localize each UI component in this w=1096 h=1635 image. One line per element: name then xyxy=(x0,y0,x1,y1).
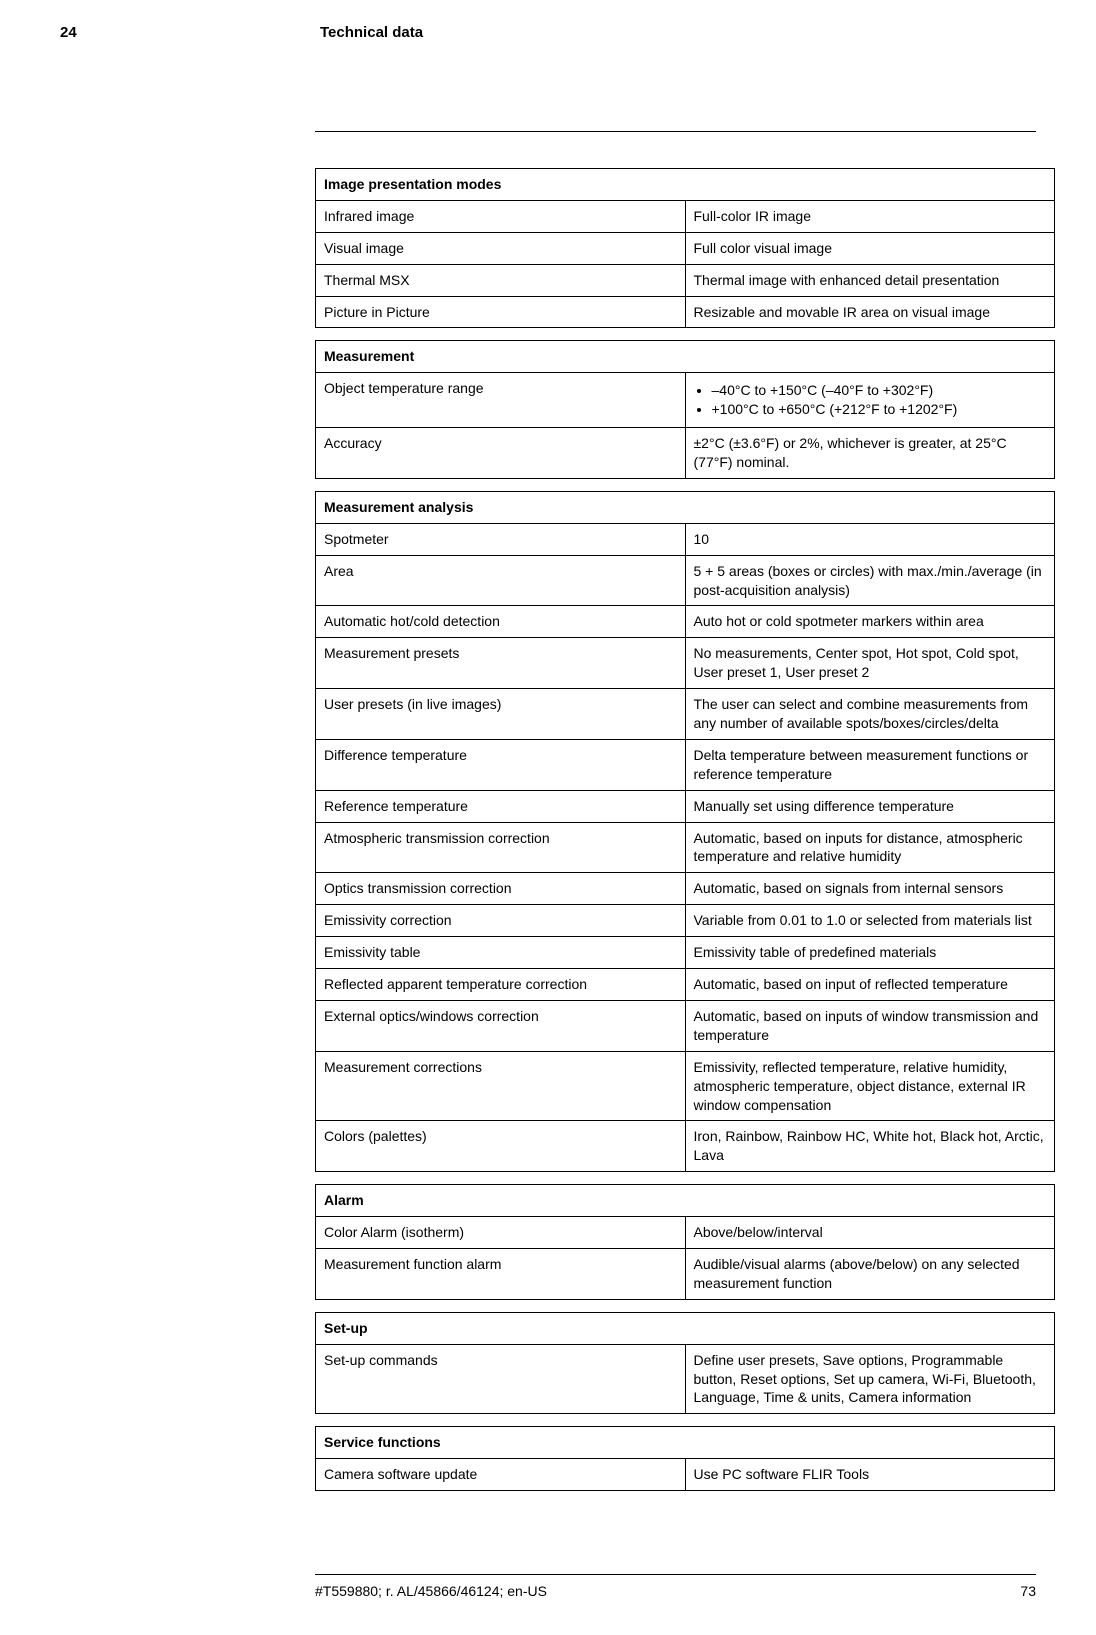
table-heading: Measurement xyxy=(316,341,1055,373)
spec-value: Above/below/interval xyxy=(685,1217,1055,1249)
spec-label: User presets (in live images) xyxy=(316,689,686,740)
spec-value: 5 + 5 areas (boxes or circles) with max.… xyxy=(685,555,1055,606)
spec-value: Full-color IR image xyxy=(685,200,1055,232)
spec-value: Resizable and movable IR area on visual … xyxy=(685,296,1055,328)
spec-label: Automatic hot/cold detection xyxy=(316,606,686,638)
spec-table: Image presentation modesInfrared imageFu… xyxy=(315,168,1055,328)
spec-value: Full color visual image xyxy=(685,232,1055,264)
spec-label: Camera software update xyxy=(316,1459,686,1491)
spec-value: Automatic, based on input of reflected t… xyxy=(685,969,1055,1001)
table-row: Emissivity correctionVariable from 0.01 … xyxy=(316,905,1055,937)
spec-value: Variable from 0.01 to 1.0 or selected fr… xyxy=(685,905,1055,937)
table-row: Camera software updateUse PC software FL… xyxy=(316,1459,1055,1491)
table-row: Visual imageFull color visual image xyxy=(316,232,1055,264)
spec-label: Color Alarm (isotherm) xyxy=(316,1217,686,1249)
spec-label: Difference temperature xyxy=(316,739,686,790)
table-row: Picture in PictureResizable and movable … xyxy=(316,296,1055,328)
spec-value: Automatic, based on inputs for distance,… xyxy=(685,822,1055,873)
spec-table: Set-upSet-up commandsDefine user presets… xyxy=(315,1312,1055,1415)
spec-value: Use PC software FLIR Tools xyxy=(685,1459,1055,1491)
table-row: Reference temperatureManually set using … xyxy=(316,790,1055,822)
table-heading: Set-up xyxy=(316,1312,1055,1344)
footer-docref: #T559880; r. AL/45866/46124; en-US xyxy=(315,1583,547,1599)
spec-label: Accuracy xyxy=(316,428,686,479)
spec-value: 10 xyxy=(685,523,1055,555)
spec-value-list-item: –40°C to +150°C (–40°F to +302°F) xyxy=(712,381,1047,400)
spec-label: External optics/windows correction xyxy=(316,1000,686,1051)
table-row: Difference temperatureDelta temperature … xyxy=(316,739,1055,790)
spec-label: Measurement corrections xyxy=(316,1051,686,1121)
spec-label: Picture in Picture xyxy=(316,296,686,328)
spec-label: Reference temperature xyxy=(316,790,686,822)
spec-label: Reflected apparent temperature correctio… xyxy=(316,969,686,1001)
spec-value: ±2°C (±3.6°F) or 2%, whichever is greate… xyxy=(685,428,1055,479)
spec-value: Audible/visual alarms (above/below) on a… xyxy=(685,1248,1055,1299)
table-row: Reflected apparent temperature correctio… xyxy=(316,969,1055,1001)
spec-table: MeasurementObject temperature range–40°C… xyxy=(315,340,1055,478)
table-row: Emissivity tableEmissivity table of pred… xyxy=(316,937,1055,969)
table-row: Automatic hot/cold detectionAuto hot or … xyxy=(316,606,1055,638)
spec-label: Emissivity correction xyxy=(316,905,686,937)
spec-value: The user can select and combine measurem… xyxy=(685,689,1055,740)
spec-label: Visual image xyxy=(316,232,686,264)
spec-label: Spotmeter xyxy=(316,523,686,555)
content-area: Image presentation modesInfrared imageFu… xyxy=(315,131,1036,1491)
spec-value: No measurements, Center spot, Hot spot, … xyxy=(685,638,1055,689)
spec-value: Emissivity table of predefined materials xyxy=(685,937,1055,969)
spec-label: Set-up commands xyxy=(316,1344,686,1414)
footer-page-number: 73 xyxy=(1020,1583,1036,1599)
spec-value-list: –40°C to +150°C (–40°F to +302°F)+100°C … xyxy=(694,381,1047,419)
spec-label: Object temperature range xyxy=(316,373,686,428)
spec-label: Measurement presets xyxy=(316,638,686,689)
page: 24 Technical data Image presentation mod… xyxy=(0,0,1096,1635)
table-row: Thermal MSXThermal image with enhanced d… xyxy=(316,264,1055,296)
spec-label: Thermal MSX xyxy=(316,264,686,296)
table-row: Measurement function alarmAudible/visual… xyxy=(316,1248,1055,1299)
section-number: 24 xyxy=(60,24,320,41)
spec-table: Measurement analysisSpotmeter10Area5 + 5… xyxy=(315,491,1055,1172)
spec-value: Automatic, based on inputs of window tra… xyxy=(685,1000,1055,1051)
table-row: Measurement correctionsEmissivity, refle… xyxy=(316,1051,1055,1121)
spec-value: Delta temperature between measurement fu… xyxy=(685,739,1055,790)
spec-label: Area xyxy=(316,555,686,606)
spec-label: Measurement function alarm xyxy=(316,1248,686,1299)
table-heading: Image presentation modes xyxy=(316,169,1055,201)
table-row: User presets (in live images)The user ca… xyxy=(316,689,1055,740)
table-row: Colors (palettes)Iron, Rainbow, Rainbow … xyxy=(316,1121,1055,1172)
table-row: Accuracy±2°C (±3.6°F) or 2%, whichever i… xyxy=(316,428,1055,479)
table-row: Measurement presetsNo measurements, Cent… xyxy=(316,638,1055,689)
spec-value: Emissivity, reflected temperature, relat… xyxy=(685,1051,1055,1121)
spec-value: Manually set using difference temperatur… xyxy=(685,790,1055,822)
page-title: Technical data xyxy=(320,24,423,41)
table-row: Object temperature range–40°C to +150°C … xyxy=(316,373,1055,428)
table-row: Set-up commandsDefine user presets, Save… xyxy=(316,1344,1055,1414)
table-row: Optics transmission correctionAutomatic,… xyxy=(316,873,1055,905)
spec-value: Iron, Rainbow, Rainbow HC, White hot, Bl… xyxy=(685,1121,1055,1172)
spec-table: Service functionsCamera software updateU… xyxy=(315,1426,1055,1491)
spec-label: Atmospheric transmission correction xyxy=(316,822,686,873)
spec-value: Define user presets, Save options, Progr… xyxy=(685,1344,1055,1414)
table-row: Spotmeter10 xyxy=(316,523,1055,555)
table-row: Infrared imageFull-color IR image xyxy=(316,200,1055,232)
spec-table: AlarmColor Alarm (isotherm)Above/below/i… xyxy=(315,1184,1055,1300)
spec-value: Auto hot or cold spotmeter markers withi… xyxy=(685,606,1055,638)
table-row: Atmospheric transmission correctionAutom… xyxy=(316,822,1055,873)
table-row: Area5 + 5 areas (boxes or circles) with … xyxy=(316,555,1055,606)
spec-value: –40°C to +150°C (–40°F to +302°F)+100°C … xyxy=(685,373,1055,428)
spec-label: Optics transmission correction xyxy=(316,873,686,905)
page-footer: #T559880; r. AL/45866/46124; en-US 73 xyxy=(315,1574,1036,1599)
page-header: 24 Technical data xyxy=(60,24,1036,51)
spec-value: Automatic, based on signals from interna… xyxy=(685,873,1055,905)
spec-value: Thermal image with enhanced detail prese… xyxy=(685,264,1055,296)
table-heading: Measurement analysis xyxy=(316,491,1055,523)
spec-label: Colors (palettes) xyxy=(316,1121,686,1172)
table-heading: Alarm xyxy=(316,1185,1055,1217)
table-row: Color Alarm (isotherm)Above/below/interv… xyxy=(316,1217,1055,1249)
table-heading: Service functions xyxy=(316,1427,1055,1459)
spec-label: Emissivity table xyxy=(316,937,686,969)
spec-value-list-item: +100°C to +650°C (+212°F to +1202°F) xyxy=(712,400,1047,419)
table-row: External optics/windows correctionAutoma… xyxy=(316,1000,1055,1051)
spec-label: Infrared image xyxy=(316,200,686,232)
